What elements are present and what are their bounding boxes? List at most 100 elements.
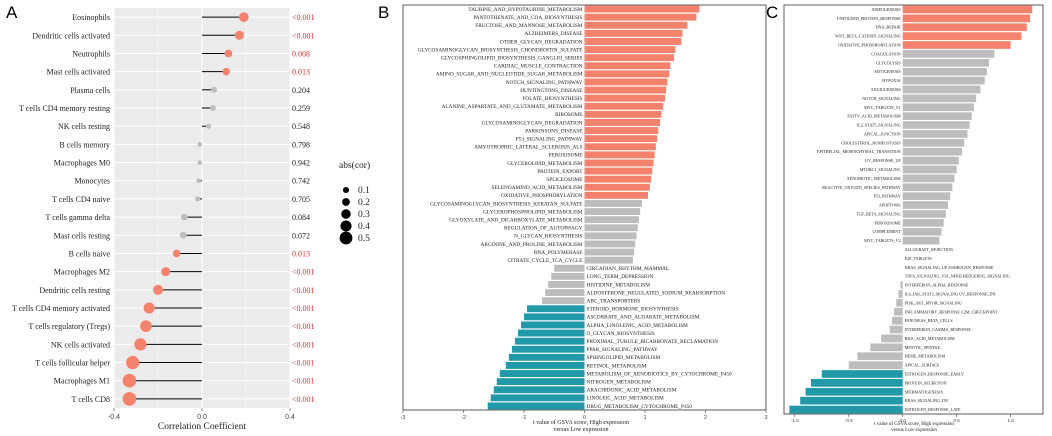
lollipop-dot bbox=[122, 392, 137, 406]
bar bbox=[584, 86, 667, 94]
term-label: OXIDATIVE_PHOSPHORYLATION bbox=[838, 43, 901, 48]
bar bbox=[902, 50, 995, 58]
p-value-label: <0.001 bbox=[292, 268, 315, 277]
panel-label-c: C bbox=[766, 3, 778, 22]
legend-size-dot bbox=[342, 186, 350, 194]
x-tick-label: 0.0 bbox=[197, 414, 207, 421]
term-label: APICAL_JUNCTION bbox=[864, 131, 901, 136]
bar bbox=[487, 402, 585, 410]
row-label: T cells CD4 memory activated bbox=[12, 304, 110, 313]
row-label: T cells follicular helper bbox=[35, 359, 110, 368]
x-tick-label: -3 bbox=[401, 415, 406, 421]
row-label: T cells CD8 bbox=[71, 395, 110, 404]
term-label: CIRCADIAN_RHYTHM_MAMMAL bbox=[587, 266, 670, 272]
row-label: T cells CD4 naive bbox=[52, 195, 110, 204]
row-label: NK cells activated bbox=[51, 340, 110, 349]
term-label: ASCORBATE_AND_ALDARATE_METABOLISM bbox=[587, 315, 700, 321]
bar bbox=[584, 29, 683, 37]
term-label: DRUG_METABOLISM_CYTOCHROME_P450 bbox=[587, 404, 693, 410]
legend-size-label: 0.5 bbox=[358, 234, 370, 244]
bar bbox=[584, 208, 641, 215]
row-label: Dendritic cells activated bbox=[32, 31, 110, 40]
legend-size-dot bbox=[339, 231, 353, 245]
term-label: LINOLEIC_ACID_METABOLISM bbox=[587, 396, 665, 402]
x-tick-label: 0.4 bbox=[285, 414, 295, 421]
term-label: TNFA_SIGNALING_VIA_NFKB HEDGEHOG_SIGNALI… bbox=[905, 274, 1010, 279]
p-value-label: 0.259 bbox=[292, 104, 310, 113]
bar bbox=[584, 110, 662, 118]
term-label: ALZHEIMERS_DISEASE bbox=[525, 31, 583, 37]
term-label: TAURINE_AND_HYPOTAURINE_METABOLISM bbox=[468, 7, 582, 13]
bar bbox=[584, 5, 700, 13]
bar bbox=[902, 201, 949, 209]
term-label: E2F_TARGETS bbox=[905, 256, 933, 261]
bar bbox=[584, 248, 635, 256]
p-value-label: 0.742 bbox=[292, 177, 310, 186]
term-label: FATTY_ACID_METABOLISM bbox=[847, 114, 901, 119]
term-label: ADIPOGENESIS bbox=[871, 7, 901, 12]
lollipop-dot bbox=[196, 178, 202, 184]
bar bbox=[902, 147, 963, 156]
lollipop-dot bbox=[210, 105, 216, 111]
lollipop-dot bbox=[126, 355, 140, 370]
legend-size-label: 0.3 bbox=[358, 210, 370, 220]
term-label: IL2_STAT5_SIGNALING bbox=[857, 123, 901, 128]
x-axis-title-c-line2: versus Low expression bbox=[891, 428, 937, 433]
p-value-label: 0.013 bbox=[292, 68, 310, 77]
bar bbox=[902, 32, 1022, 40]
bar bbox=[894, 307, 903, 316]
bar bbox=[584, 151, 655, 159]
row-label: Mast cells activated bbox=[46, 68, 110, 77]
lollipop-dot bbox=[172, 249, 181, 258]
bar bbox=[584, 127, 659, 134]
term-label: NITROGEN_METABOLISM bbox=[587, 379, 652, 385]
bar bbox=[517, 329, 585, 337]
p-value-label: 0.942 bbox=[292, 159, 310, 168]
bar bbox=[902, 67, 987, 76]
x-tick-label: -0.4 bbox=[108, 414, 120, 421]
bar bbox=[584, 38, 682, 45]
legend-size-label: 0.1 bbox=[358, 186, 370, 196]
bar bbox=[584, 70, 670, 78]
term-label: NOTCH_SIGNALING_PATHWAY bbox=[506, 80, 583, 86]
x-tick-label: -1.0 bbox=[791, 418, 799, 423]
bar bbox=[857, 352, 903, 361]
panel-label-a: A bbox=[6, 3, 18, 22]
bar bbox=[848, 361, 903, 369]
row-label: Neutrophils bbox=[72, 49, 110, 58]
x-axis-title-b-line1: t value of GSVA score, High expression bbox=[533, 419, 629, 426]
term-label: SPHINGOLIPID_METABOLISM bbox=[587, 355, 661, 361]
row-label: Macrophages M2 bbox=[54, 268, 110, 277]
bar bbox=[902, 5, 1033, 14]
bar bbox=[584, 54, 675, 62]
term-label: GLYCOSAMINOGLYCAN_DEGRADATION bbox=[482, 120, 583, 126]
term-label: INTERFERON_GAMMA_RESPONSE bbox=[905, 327, 972, 332]
term-label: HUNTINGTONS_DISEASE bbox=[520, 88, 582, 94]
x-tick-label: 0.5 bbox=[954, 418, 961, 423]
term-label: MTORC1_SIGNALING bbox=[860, 167, 901, 172]
term-label: PARKINSONS_DISEASE bbox=[525, 128, 582, 134]
term-label: INFLAMMATORY_RESPONSE G2M_CHECKPOINT bbox=[905, 309, 998, 314]
lollipop-dot bbox=[234, 30, 244, 40]
term-label: PROXIMAL_TUBULE_BICARBONATE_RECLAMATION bbox=[587, 339, 719, 345]
term-label: MITOTIC_SPINDLE bbox=[905, 345, 941, 350]
term-label: FRUCTOSE_AND_MANNOSE_METABOLISM bbox=[475, 23, 582, 29]
term-label: BILE_ACID_METABOLISM bbox=[905, 336, 955, 341]
term-label: GLYCOSPHINGOLIPID_BIOSYNTHESIS_GANGLIO_S… bbox=[441, 55, 583, 61]
bar bbox=[584, 256, 633, 264]
term-label: HISTIDINE_METABOLISM bbox=[587, 282, 651, 288]
x-axis-title-b-line2: versus Low expression bbox=[554, 427, 609, 433]
term-label: RNA_POLYMERASE bbox=[534, 250, 583, 256]
p-value-label: <0.001 bbox=[292, 13, 315, 22]
term-label: TGF_BETA_SIGNALING bbox=[856, 211, 901, 216]
term-label: ALPHA_LINOLENIC_ACID_METABOLISM bbox=[587, 323, 689, 329]
x-tick-label: 0.0 bbox=[900, 418, 907, 423]
p-value-label: <0.001 bbox=[292, 395, 315, 404]
term-label: PEROXISOME bbox=[549, 153, 583, 159]
bar bbox=[902, 227, 942, 236]
legend-size-dot bbox=[342, 198, 350, 206]
term-label: PANTOTHENATE_AND_COA_BIOSYNTHESIS bbox=[473, 15, 582, 21]
bar bbox=[800, 396, 903, 405]
p-value-label: <0.001 bbox=[292, 31, 315, 40]
p-value-label: 0.548 bbox=[292, 122, 310, 131]
